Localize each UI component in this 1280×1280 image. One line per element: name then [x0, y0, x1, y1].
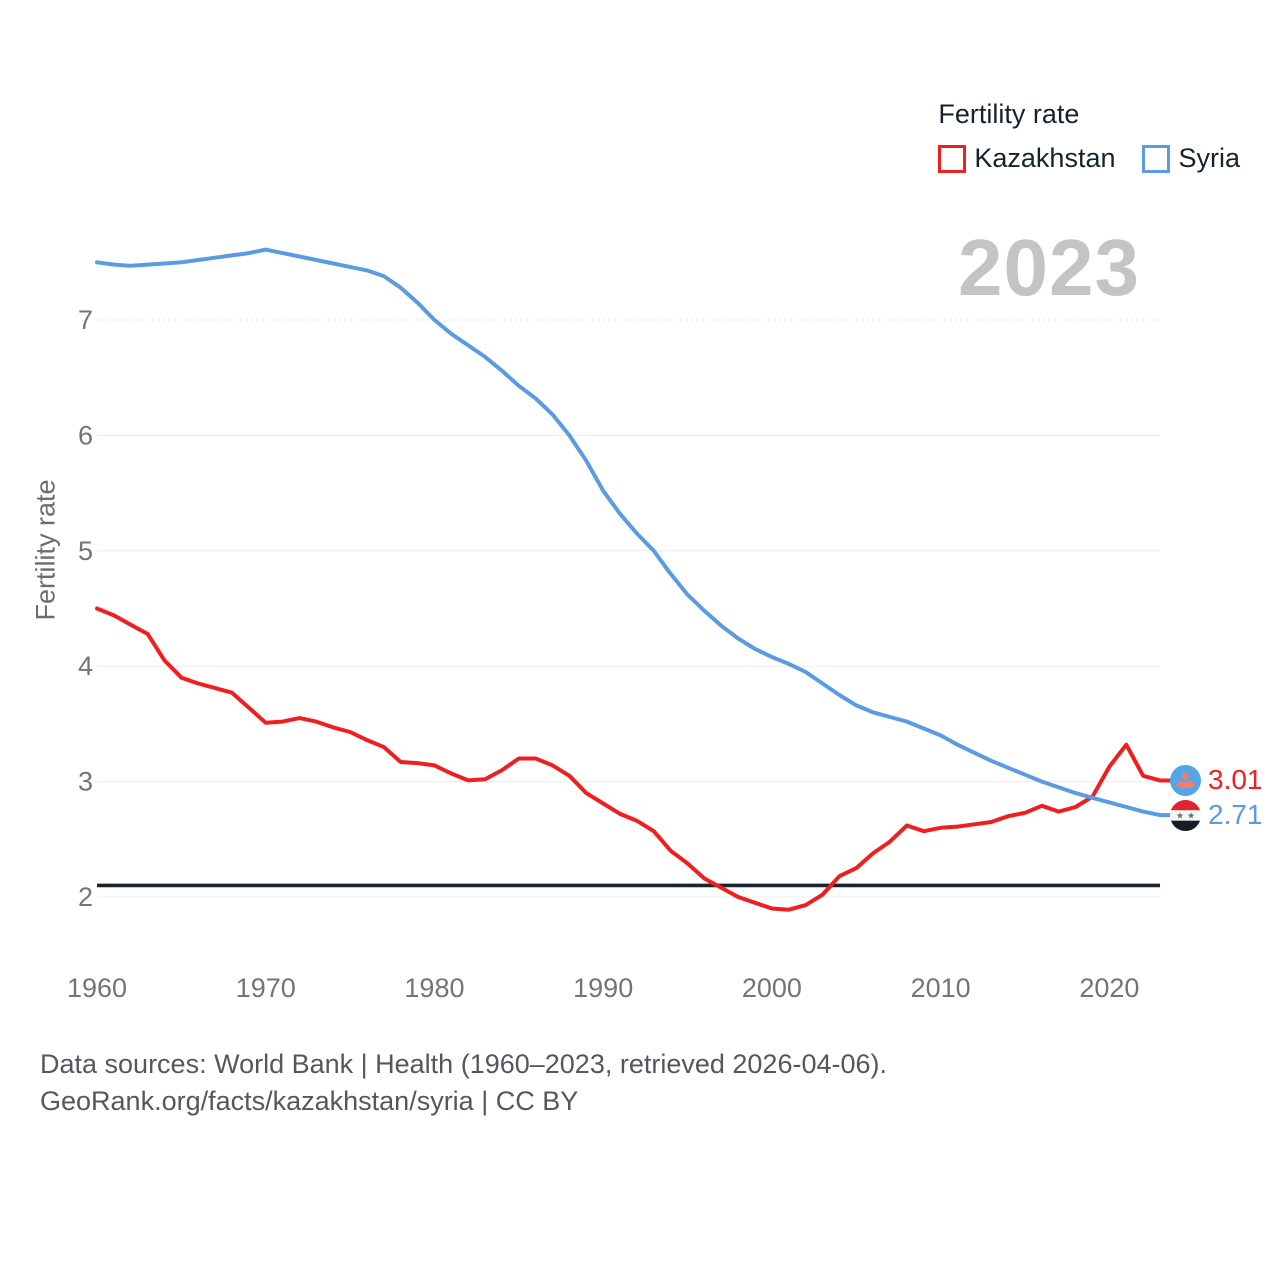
legend-title: Fertility rate — [938, 99, 1080, 129]
x-tick-1960: 1960 — [67, 973, 127, 1003]
legend: Fertility rate Kazakhstan Syria — [938, 99, 1240, 174]
kazakhstan-line — [95, 606, 1162, 912]
legend-items: Kazakhstan Syria — [938, 143, 1240, 174]
year-watermark: 2023 — [958, 223, 1140, 312]
kazakhstan-end-label: 3.01 — [1170, 764, 1263, 796]
legend-item-kazakhstan[interactable]: Kazakhstan — [938, 143, 1115, 174]
source-note-line1: Data sources: World Bank | Health (1960–… — [40, 1049, 887, 1079]
source-note: Data sources: World Bank | Health (1960–… — [40, 1046, 887, 1120]
syria-swatch-icon — [1142, 144, 1171, 173]
legend-label-syria: Syria — [1178, 143, 1240, 173]
x-tick-2020: 2020 — [1079, 973, 1139, 1003]
syria-end-label: 2.71 — [1170, 799, 1263, 831]
source-note-line2: GeoRank.org/facts/kazakhstan/syria | CC … — [40, 1086, 579, 1116]
legend-item-syria[interactable]: Syria — [1142, 143, 1240, 174]
y-tick-4: 4 — [78, 651, 93, 681]
x-tick-1980: 1980 — [404, 973, 464, 1003]
kazakhstan-swatch-icon — [938, 144, 967, 173]
y-tick-6: 6 — [78, 420, 93, 450]
x-tick-2000: 2000 — [742, 973, 802, 1003]
kazakhstan-end-value: 3.01 — [1208, 764, 1263, 796]
x-tick-1970: 1970 — [236, 973, 296, 1003]
y-tick-2: 2 — [78, 882, 93, 912]
x-tick-2010: 2010 — [911, 973, 971, 1003]
syria-flag-icon — [1170, 799, 1201, 831]
x-tick-1990: 1990 — [573, 973, 633, 1003]
y-tick-3: 3 — [78, 767, 93, 797]
y-tick-7: 7 — [78, 305, 93, 335]
y-axis-title: Fertility rate — [30, 479, 61, 621]
y-tick-5: 5 — [78, 536, 93, 566]
syria-end-value: 2.71 — [1208, 799, 1263, 831]
kazakhstan-flag-icon — [1170, 764, 1201, 796]
syria-line — [95, 247, 1162, 818]
legend-label-kazakhstan: Kazakhstan — [974, 143, 1116, 173]
